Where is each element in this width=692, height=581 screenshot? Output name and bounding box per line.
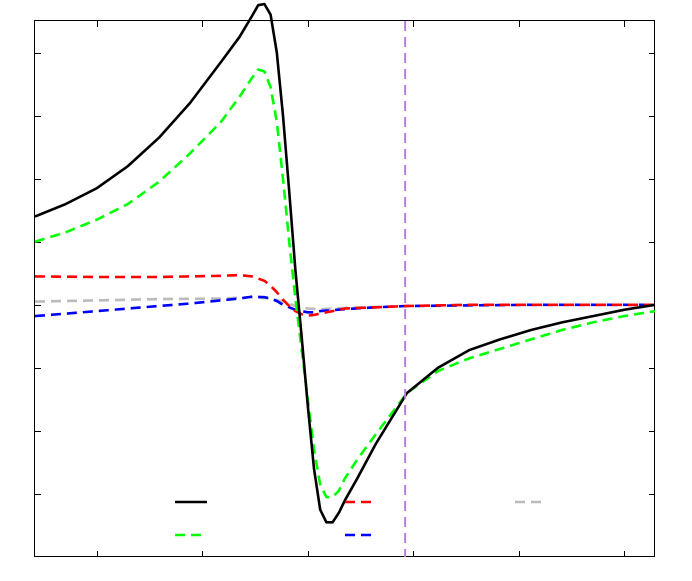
series-line-0 [34,2,656,524]
series-line-1 [34,68,656,499]
series-layer [34,2,656,524]
series-line-2 [34,273,655,317]
series-line-4 [34,295,655,318]
plot-frame [34,20,655,557]
axis-ticks [35,21,655,557]
legend [175,500,547,537]
